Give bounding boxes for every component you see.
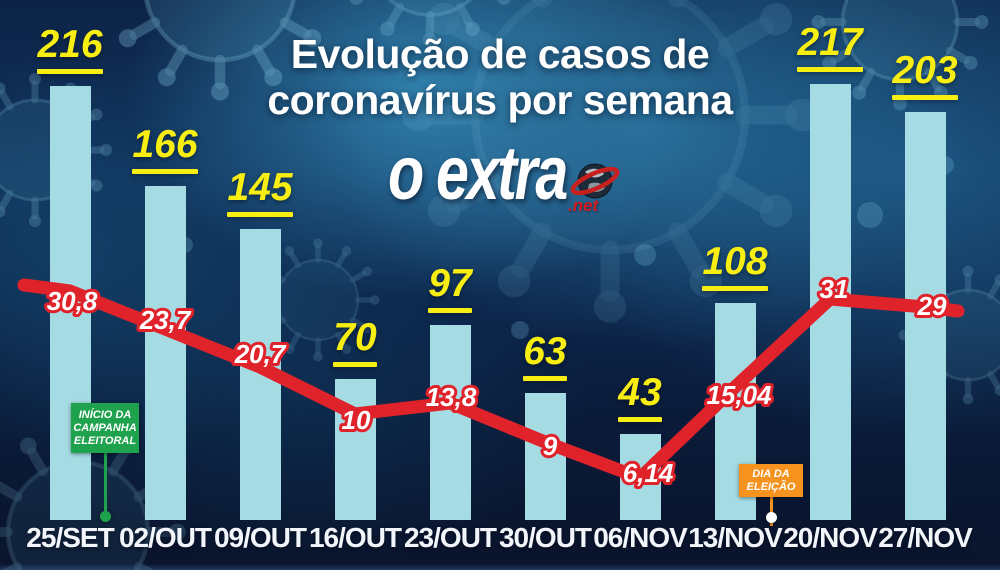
bar-value-underline [702,286,768,291]
x-axis-label-20/NOV: 20/NOV [783,522,878,553]
x-axis-label-25/SET: 25/SET [26,522,114,553]
logo-wordmark: o extra [388,131,568,216]
chart-title-line1: Evolução de casos de [290,31,710,77]
bar-06/NOV [619,434,661,520]
virus-particle [857,202,883,228]
bar-value-text: 166 [132,123,198,166]
annotation-text-line: ELEITORAL [73,434,137,447]
bar-value-underline [37,69,103,74]
bar-16/OUT [334,379,376,520]
annotation-stem-campaign-start [103,451,107,521]
annotation-campaign-start: INÍCIO DA CAMPANHA ELEITORAL [71,403,139,453]
annotation-stem-election-day [769,495,773,526]
bar-value-block: 145 [224,168,295,217]
bar-value-block: 203 [889,51,960,100]
bar-25/SET [49,86,91,520]
x-axis-label-16/OUT: 16/OUT [308,522,402,553]
annotation-text-line: ELEIÇÃO [746,480,796,493]
bar-value-09/OUT: 145 [200,168,320,217]
bar-value-block: 217 [794,23,865,72]
annotation-dot-campaign-start [99,510,111,522]
bar-value-text: 217 [797,21,863,64]
bar-value-block: 166 [129,125,200,174]
bar-30/OUT [524,393,566,520]
bar-27/NOV [904,112,946,520]
bar-value-block: 216 [34,25,105,74]
x-axis-label-27/NOV: 27/NOV [878,522,973,553]
x-axis-label-09/OUT: 09/OUT [213,522,307,553]
bar-20/NOV [809,84,851,520]
bar-value-text: 203 [892,49,958,92]
bar-value-23/OUT: 97 [390,264,510,313]
chart-title-line2: coronavírus por semana [267,77,733,123]
bar-value-block: 43 [615,373,664,422]
virus-shape [811,0,989,111]
bar-02/OUT [144,186,186,520]
x-axis-label-06/NOV: 06/NOV [593,522,688,553]
virus-shape [402,0,818,323]
logo-tld: .net [568,196,599,215]
bar-value-16/OUT: 70 [295,318,415,367]
chart-title: Evolução de casos de coronavírus por sem… [0,31,1000,123]
bar-value-block: 70 [330,318,379,367]
bar-value-text: 70 [333,316,377,359]
bar-value-text: 108 [702,240,768,283]
bar-value-underline [618,417,662,422]
bottom-glow-strip [0,564,1000,570]
bar-value-block: 97 [425,264,474,313]
publisher-logo: o extra .net [388,136,668,222]
annotation-text-line: INÍCIO DA [78,408,132,421]
bar-09/OUT [239,229,281,520]
x-axis-label-02/OUT: 02/OUT [118,522,212,553]
bar-value-block: 108 [699,242,770,291]
bar-value-underline [428,308,472,313]
bar-value-underline [892,95,958,100]
bar-value-underline [797,67,863,72]
bar-value-block: 63 [520,332,569,381]
bar-value-20/NOV: 217 [770,23,890,72]
bar-value-text: 145 [227,166,293,209]
x-axis-label-30/OUT: 30/OUT [498,522,592,553]
annotation-dot-election-day [765,511,777,523]
bar-value-06/NOV: 43 [580,373,700,422]
bar-value-underline [227,212,293,217]
bar-23/OUT [429,325,471,520]
virus-shape [118,0,322,101]
annotation-election-day: DIA DA ELEIÇÃO [739,464,803,497]
bar-value-text: 216 [37,23,103,66]
bar-value-underline [523,376,567,381]
annotation-text-line: DIA DA [752,467,790,480]
globe-icon [570,163,620,199]
bar-value-text: 43 [618,371,662,414]
bar-value-underline [132,169,198,174]
bar-value-27/NOV: 203 [865,51,985,100]
bar-value-text: 97 [428,262,472,305]
bar-value-02/OUT: 166 [105,125,225,174]
virus-shape [349,0,511,48]
x-axis-label-13/NOV: 13/NOV [688,522,783,553]
bar-value-underline [333,362,377,367]
bar-value-text: 63 [523,330,567,373]
x-axis-label-23/OUT: 23/OUT [403,522,497,553]
virus-particle [634,244,656,266]
annotation-text-line: CAMPANHA [73,421,137,434]
bar-value-13/NOV: 108 [675,242,795,291]
bar-value-25/SET: 216 [10,25,130,74]
